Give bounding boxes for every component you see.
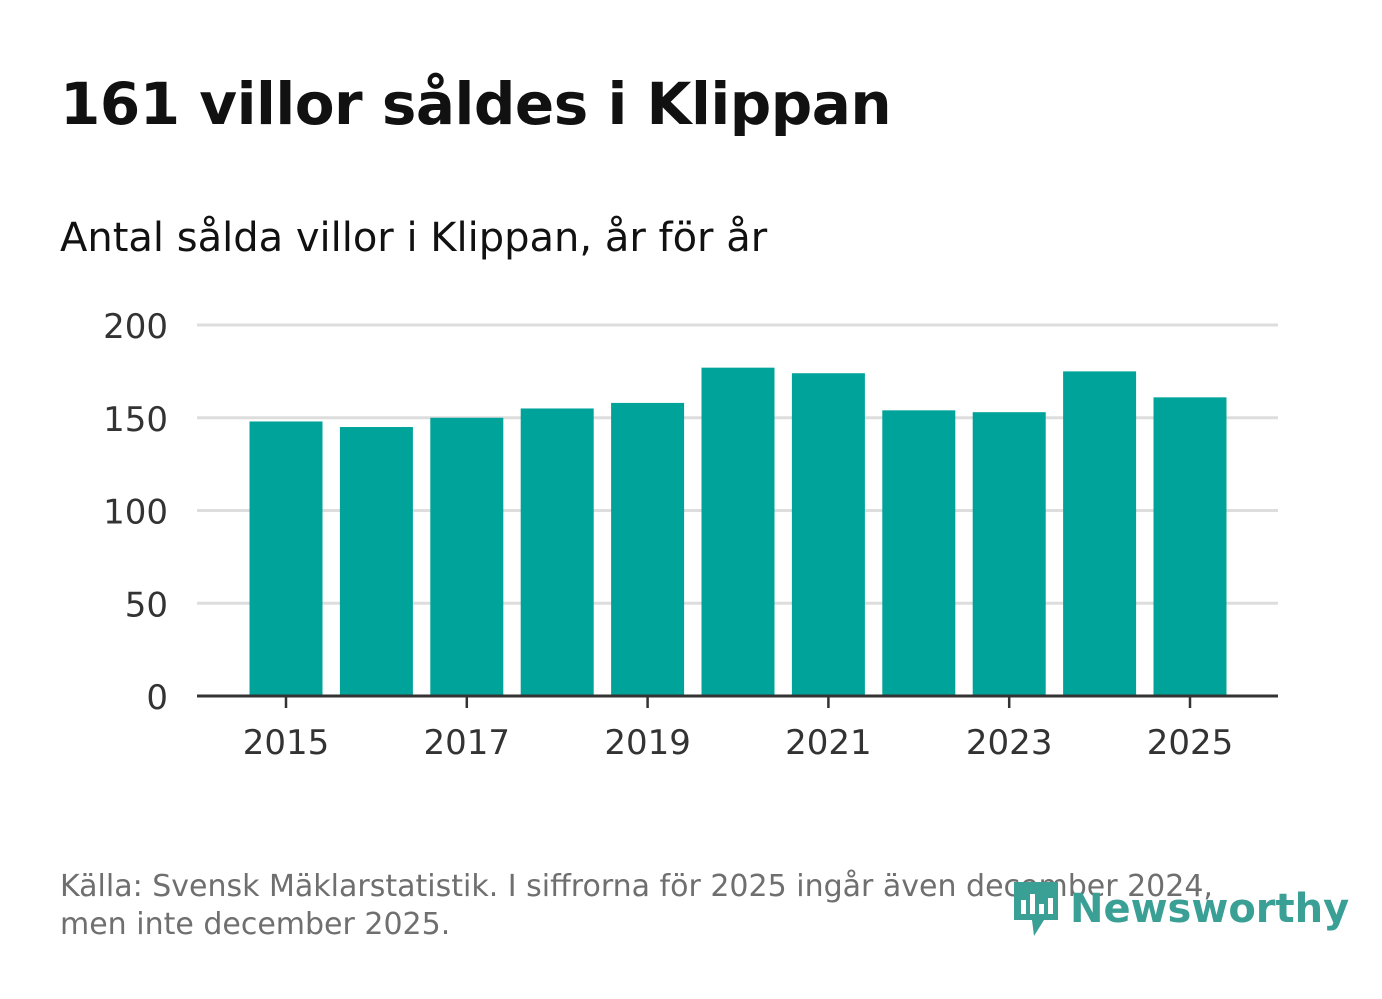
bar-2025	[1153, 397, 1227, 696]
y-tick-label-200: 200	[103, 307, 168, 347]
chart-subtitle: Antal sålda villor i Klippan, år för år	[60, 215, 768, 261]
y-tick-label-0: 0	[146, 678, 168, 718]
y-tick-label-100: 100	[103, 493, 168, 533]
x-tick-label-2025: 2025	[1147, 723, 1234, 763]
bar-2024	[1063, 371, 1137, 696]
bar-2023	[972, 412, 1046, 696]
x-tick-label-2017: 2017	[424, 723, 511, 763]
bar-2017	[430, 417, 504, 696]
axes: 0 50 100 150 200 2015 2017 2019 2021 2023 2025	[103, 307, 1278, 763]
bar-2020	[701, 367, 775, 696]
x-tick-label-2023: 2023	[966, 723, 1053, 763]
bars	[249, 367, 1227, 696]
bar-2018	[520, 408, 594, 696]
newsworthy-logo: Newsworthy	[1010, 878, 1349, 940]
x-tick-label-2019: 2019	[604, 723, 691, 763]
bar-2015	[249, 421, 323, 696]
bar-2021	[791, 373, 865, 696]
bar-2022	[882, 410, 956, 696]
newsworthy-logo-text: Newsworthy	[1070, 886, 1350, 932]
x-tick-label-2021: 2021	[785, 723, 872, 763]
x-tick-label-2015: 2015	[243, 723, 330, 763]
y-tick-label-150: 150	[103, 400, 168, 440]
bar-2019	[611, 402, 685, 696]
y-tick-label-50: 50	[125, 585, 168, 625]
newsworthy-logo-icon	[1014, 882, 1058, 936]
bar-2016	[339, 427, 413, 696]
chart-headline: 161 villor såldes i Klippan	[60, 70, 892, 138]
